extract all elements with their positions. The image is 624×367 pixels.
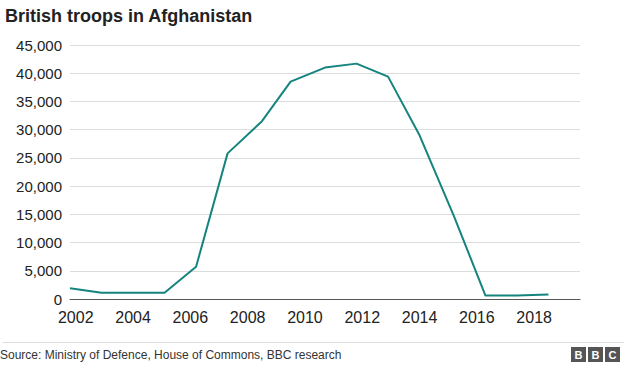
svg-text:British troops in Afghanistan: British troops in Afghanistan (5, 6, 252, 26)
svg-text:2012: 2012 (344, 309, 380, 326)
svg-text:0: 0 (54, 291, 62, 308)
svg-text:2010: 2010 (287, 309, 323, 326)
svg-text:10,000: 10,000 (16, 234, 62, 251)
svg-text:20,000: 20,000 (16, 178, 62, 195)
svg-text:2006: 2006 (173, 309, 209, 326)
svg-text:2014: 2014 (402, 309, 438, 326)
svg-text:B: B (575, 349, 583, 361)
svg-text:B: B (592, 349, 600, 361)
svg-text:45,000: 45,000 (16, 37, 62, 54)
svg-text:2002: 2002 (58, 309, 94, 326)
svg-text:2018: 2018 (516, 309, 552, 326)
svg-text:2016: 2016 (459, 309, 495, 326)
svg-text:30,000: 30,000 (16, 121, 62, 138)
svg-text:5,000: 5,000 (24, 262, 62, 279)
svg-text:Source: Ministry of Defence, H: Source: Ministry of Defence, House of Co… (0, 348, 341, 362)
svg-text:15,000: 15,000 (16, 206, 62, 223)
svg-text:2008: 2008 (230, 309, 266, 326)
svg-text:2004: 2004 (115, 309, 151, 326)
svg-text:40,000: 40,000 (16, 65, 62, 82)
svg-text:25,000: 25,000 (16, 149, 62, 166)
svg-text:C: C (609, 349, 617, 361)
svg-text:35,000: 35,000 (16, 93, 62, 110)
